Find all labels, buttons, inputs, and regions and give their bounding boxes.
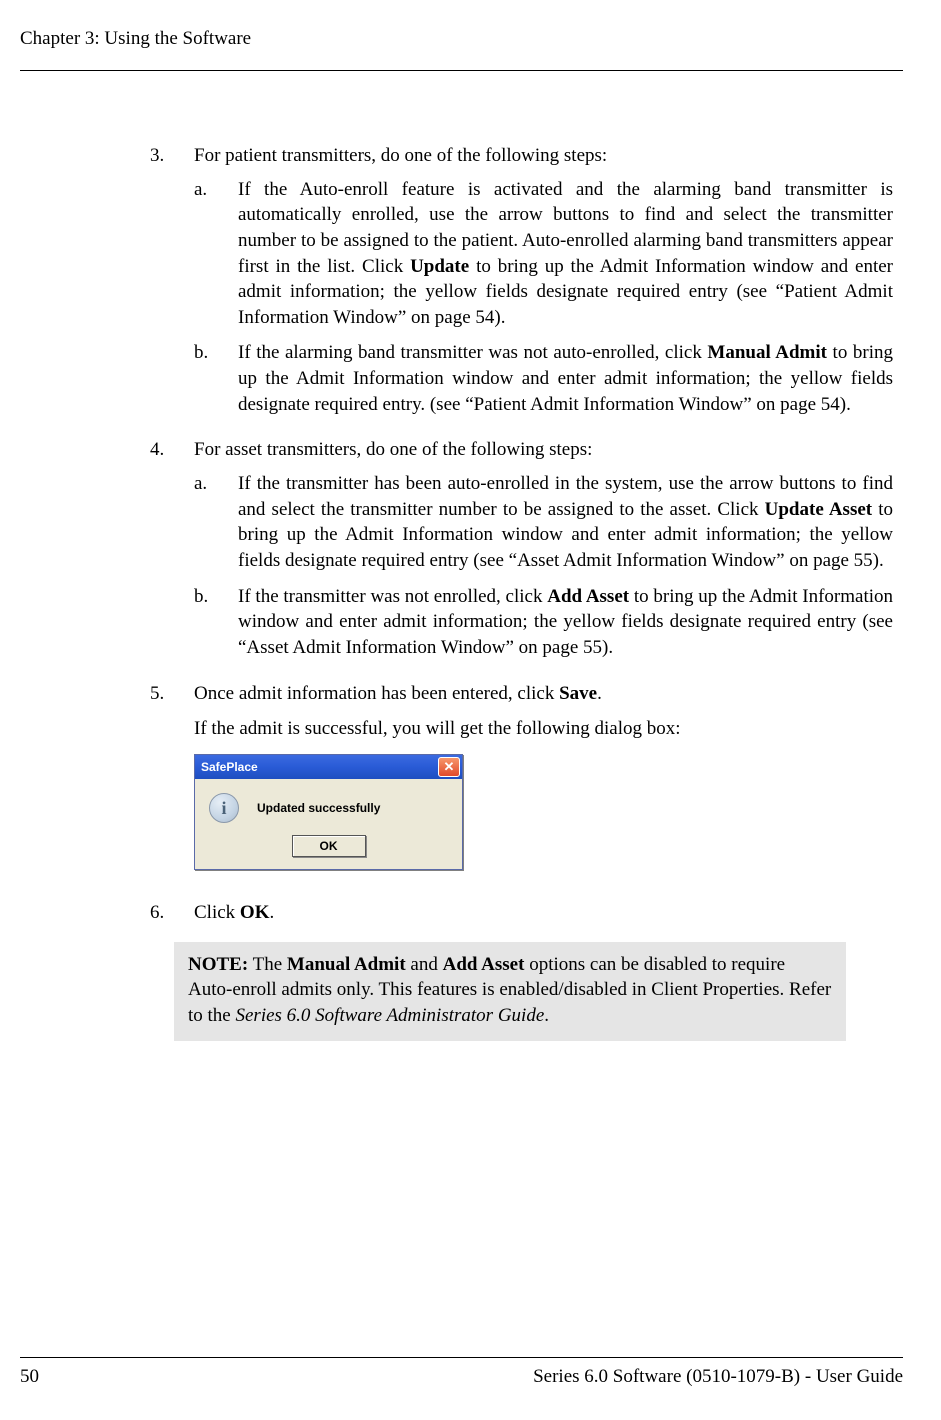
list-number: 5. — [150, 681, 194, 707]
bold-run: Manual Admit — [287, 954, 406, 975]
sub-letter: b. — [194, 584, 238, 661]
close-button[interactable]: ✕ — [438, 757, 460, 777]
text-run: . — [269, 902, 274, 923]
sub-letter: a. — [194, 177, 238, 331]
list-number: 4. — [150, 437, 194, 670]
doc-title: Series 6.0 Software (0510-1079-B) - User… — [533, 1366, 903, 1388]
list-body: For asset transmitters, do one of the fo… — [194, 437, 893, 670]
list-item-5: 5. Once admit information has been enter… — [150, 681, 893, 707]
note-label: NOTE: — [188, 954, 248, 975]
note-box: NOTE: The Manual Admit and Add Asset opt… — [174, 942, 846, 1041]
text-run: Click — [194, 902, 240, 923]
list-body: For patient transmitters, do one of the … — [194, 143, 893, 427]
chapter-title: Chapter 3: Using the Software — [20, 28, 903, 50]
text-run: If the transmitter was not enrolled, cli… — [238, 586, 547, 607]
list-item-3: 3. For patient transmitters, do one of t… — [150, 143, 893, 427]
ok-button[interactable]: OK — [292, 835, 366, 857]
text-run: . — [544, 1005, 549, 1026]
bold-run: Add Asset — [547, 586, 629, 607]
sub-item-4a: a. If the transmitter has been auto-enro… — [194, 471, 893, 574]
sub-item-3b: b. If the alarming band transmitter was … — [194, 340, 893, 417]
info-icon: i — [209, 793, 239, 823]
sub-body: If the transmitter was not enrolled, cli… — [238, 584, 893, 661]
footer-rule — [20, 1357, 903, 1358]
bold-run: Add Asset — [443, 954, 525, 975]
list-body: Click OK. — [194, 900, 893, 926]
list-text: For asset transmitters, do one of the fo… — [194, 437, 893, 463]
dialog-box: SafePlace ✕ i Updated successfully OK — [194, 754, 463, 870]
dialog-message-row: i Updated successfully — [207, 789, 450, 833]
text-run: If the alarming band transmitter was not… — [238, 342, 707, 363]
bold-run: OK — [240, 902, 270, 923]
close-icon: ✕ — [444, 760, 455, 773]
bold-run: Manual Admit — [707, 342, 827, 363]
dialog-titlebar: SafePlace ✕ — [195, 755, 462, 779]
sub-body: If the alarming band transmitter was not… — [238, 340, 893, 417]
text-run: . — [597, 683, 602, 704]
list-text: For patient transmitters, do one of the … — [194, 143, 893, 169]
content-area: 3. For patient transmitters, do one of t… — [20, 71, 903, 1041]
bold-run: Save — [559, 683, 597, 704]
sub-letter: b. — [194, 340, 238, 417]
followup-text: If the admit is successful, you will get… — [194, 716, 893, 742]
page: Chapter 3: Using the Software 3. For pat… — [0, 0, 941, 1420]
list-number: 3. — [150, 143, 194, 427]
text-run: The — [248, 954, 287, 975]
dialog-body: i Updated successfully OK — [195, 779, 462, 869]
list-number: 6. — [150, 900, 194, 926]
list-item-4: 4. For asset transmitters, do one of the… — [150, 437, 893, 670]
italic-run: Series 6.0 Software Administrator Guide — [236, 1005, 545, 1026]
text-run: Once admit information has been entered,… — [194, 683, 559, 704]
dialog-message: Updated successfully — [257, 800, 380, 816]
sub-item-4b: b. If the transmitter was not enrolled, … — [194, 584, 893, 661]
dialog-title: SafePlace — [201, 759, 258, 775]
info-glyph: i — [221, 796, 226, 820]
text-run: and — [406, 954, 443, 975]
bold-run: Update Asset — [765, 499, 872, 520]
dialog-button-row: OK — [207, 833, 450, 857]
sub-item-3a: a. If the Auto-enroll feature is activat… — [194, 177, 893, 331]
sub-letter: a. — [194, 471, 238, 574]
footer: 50 Series 6.0 Software (0510-1079-B) - U… — [20, 1357, 903, 1388]
page-number: 50 — [20, 1366, 39, 1388]
sub-body: If the Auto-enroll feature is activated … — [238, 177, 893, 331]
footer-row: 50 Series 6.0 Software (0510-1079-B) - U… — [20, 1366, 903, 1388]
sub-body: If the transmitter has been auto-enrolle… — [238, 471, 893, 574]
bold-run: Update — [410, 256, 469, 277]
list-item-6: 6. Click OK. — [150, 900, 893, 926]
list-body: Once admit information has been entered,… — [194, 681, 893, 707]
